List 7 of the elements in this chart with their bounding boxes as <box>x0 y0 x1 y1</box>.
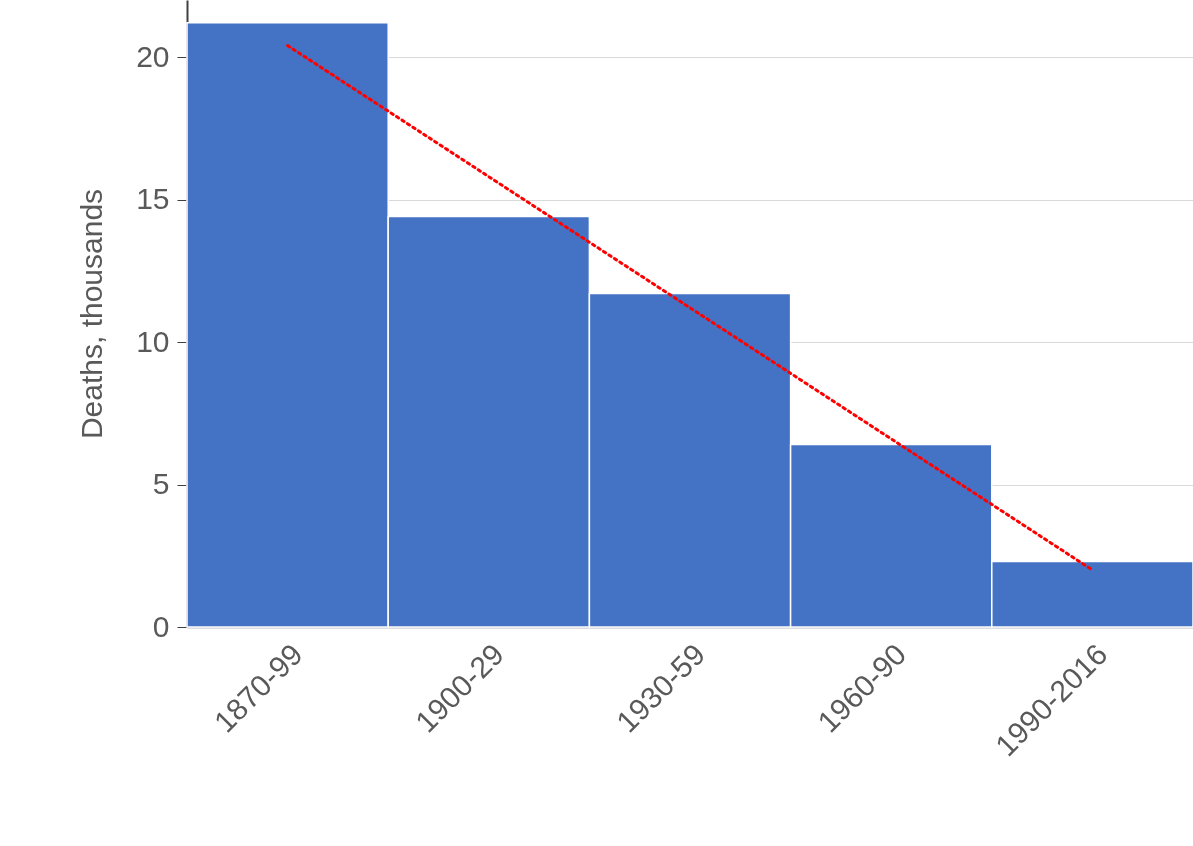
y-tick-label: 15 <box>136 182 170 215</box>
y-tick-label: 20 <box>136 39 170 73</box>
y-tick-label: 0 <box>152 609 170 643</box>
y-tick-label: 10 <box>136 324 170 358</box>
y-tick-label: 5 <box>152 467 170 500</box>
y-axis-title: Deaths, thousands <box>75 188 109 440</box>
line-series <box>286 44 1094 572</box>
